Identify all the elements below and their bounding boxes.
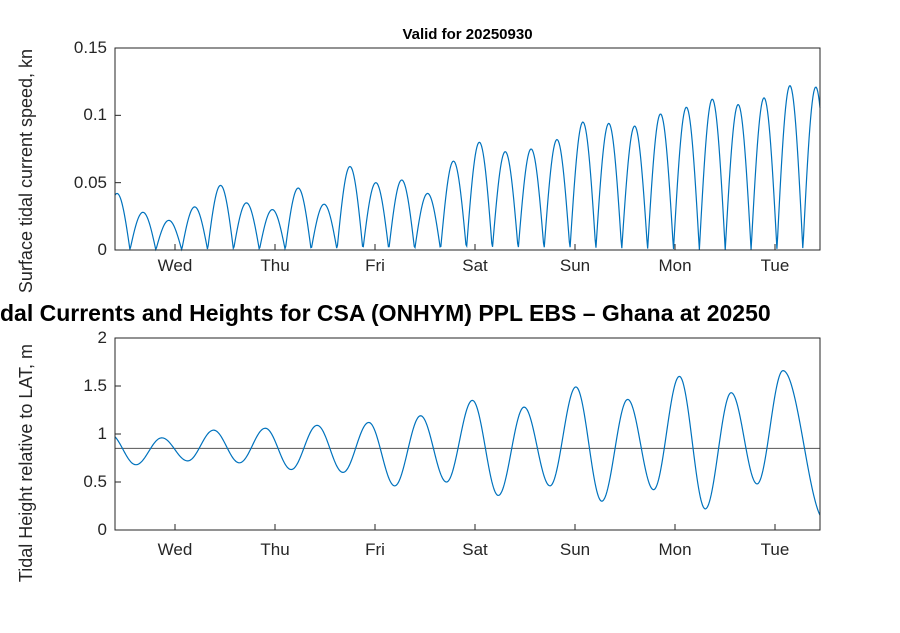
figure-window: { "main_title": { "text": "dal Currents … <box>0 26 821 583</box>
tide-plots-canvas <box>114 47 821 531</box>
surface-current-speed-curve <box>114 85 821 252</box>
axes-box-1 <box>114 337 821 531</box>
axes-box-0 <box>114 47 821 251</box>
tidal-height-curve <box>114 370 821 516</box>
